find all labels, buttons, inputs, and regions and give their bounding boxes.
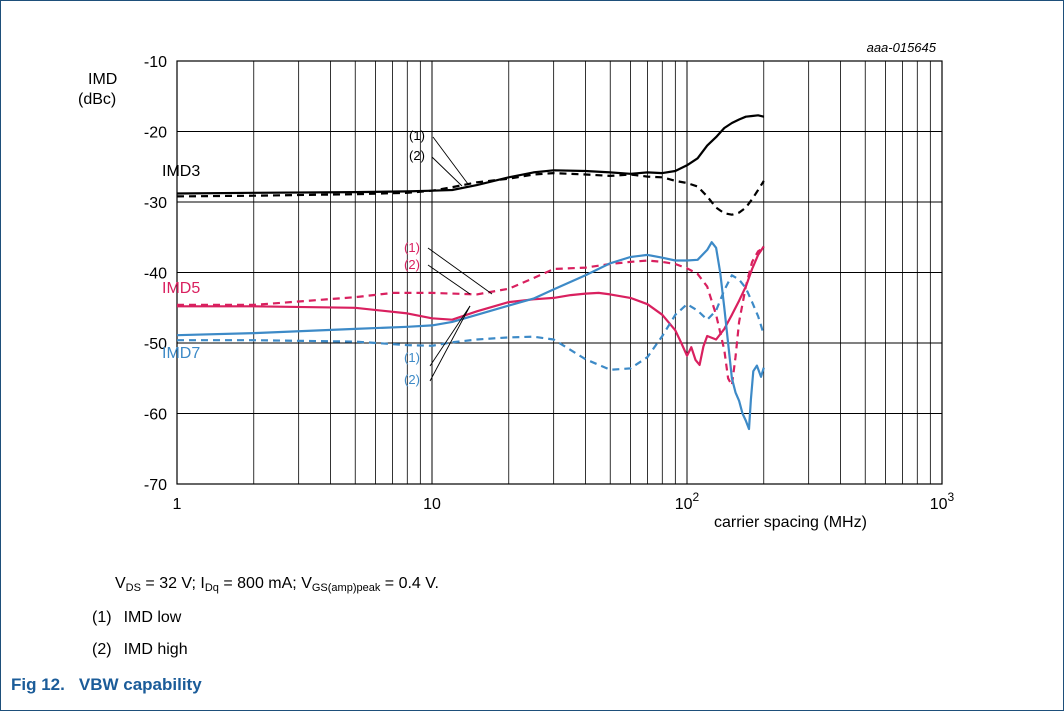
note-1-text: IMD low	[123, 609, 182, 626]
leader-line	[432, 136, 469, 185]
series-label-imd3: IMD3	[162, 163, 200, 180]
marker-1-imd7: (1)	[404, 350, 420, 365]
figure-caption: Fig 12. VBW capability	[11, 675, 202, 695]
note-2: (2) IMD high	[92, 641, 188, 659]
y-tick-label: -10	[144, 54, 167, 71]
y-tick-label: -70	[144, 477, 167, 494]
y-axis-unit: (dBc)	[78, 91, 116, 108]
y-tick-label: -60	[144, 407, 167, 424]
x-tick-label: 102	[675, 490, 700, 513]
series-imd3-high	[176, 172, 765, 216]
series-imd7-high	[177, 274, 765, 371]
marker-2-imd3: (2)	[409, 148, 425, 163]
leader-line	[427, 264, 471, 295]
note-2-text: IMD high	[123, 641, 188, 658]
x-axis-label: carrier spacing (MHz)	[714, 514, 867, 531]
x-tick-label: 1	[173, 496, 182, 513]
caption-title: VBW capability	[78, 675, 202, 694]
y-tick-label: -50	[144, 336, 167, 353]
note-2-number: (2)	[92, 641, 112, 658]
series-imd5-low	[177, 245, 765, 366]
series-imd7-low	[176, 241, 765, 431]
leader-line	[427, 247, 493, 295]
note-1: (1) IMD low	[92, 609, 181, 627]
marker-1-imd5: (1)	[404, 240, 420, 255]
annotations: IMD3 (1) (2) IMD5 (1) (2) IMD7 (1) (2)	[162, 128, 493, 387]
imd-chart: -10 -20 -30 -40 -50 -60 -70 1 10 102 103 IMD3 (1) (2…	[78, 40, 955, 531]
marker-2-imd7: (2)	[404, 372, 420, 387]
x-tick-label: 10	[423, 496, 441, 513]
y-tick-label: -40	[144, 266, 167, 283]
x-tick-label: 103	[930, 490, 955, 513]
marker-1-imd3: (1)	[409, 128, 425, 143]
caption-number: Fig 12.	[11, 675, 65, 694]
series-label-imd7: IMD7	[162, 345, 200, 362]
y-tick-label: -20	[144, 125, 167, 142]
series-imd3-low	[176, 114, 765, 195]
leader-line	[429, 305, 471, 382]
y-axis-label: IMD	[88, 71, 117, 88]
leader-line	[431, 156, 463, 187]
figure-code: aaa-015645	[867, 40, 937, 55]
note-1-number: (1)	[92, 609, 112, 626]
y-tick-label: -30	[144, 195, 167, 212]
plot-border	[176, 60, 943, 485]
leader-line	[429, 305, 471, 367]
series-lines	[176, 114, 765, 431]
operating-conditions: VDS = 32 V; IDq = 800 mA; VGS(amp)peak =…	[115, 575, 439, 594]
series-label-imd5: IMD5	[162, 280, 200, 297]
marker-2-imd5: (2)	[404, 257, 420, 272]
series-imd5-high	[177, 246, 765, 387]
tick-labels: -10 -20 -30 -40 -50 -60 -70 1 10 102 103	[144, 54, 955, 513]
